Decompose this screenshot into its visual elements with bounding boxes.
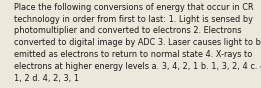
Text: emitted as electrons to return to normal state 4. X-rays to: emitted as electrons to return to normal… xyxy=(14,50,253,59)
Text: photomultiplier and converted to electrons 2. Electrons: photomultiplier and converted to electro… xyxy=(14,26,242,35)
Text: technology in order from first to last: 1. Light is sensed by: technology in order from first to last: … xyxy=(14,15,253,23)
Text: 1, 2 d. 4, 2, 3, 1: 1, 2 d. 4, 2, 3, 1 xyxy=(14,74,80,83)
Text: electrons at higher energy levels a. 3, 4, 2, 1 b. 1, 3, 2, 4 c. 4, 3,: electrons at higher energy levels a. 3, … xyxy=(14,62,261,71)
Text: Place the following conversions of energy that occur in CR: Place the following conversions of energ… xyxy=(14,3,254,12)
Text: converted to digital image by ADC 3. Laser causes light to be: converted to digital image by ADC 3. Las… xyxy=(14,38,261,47)
